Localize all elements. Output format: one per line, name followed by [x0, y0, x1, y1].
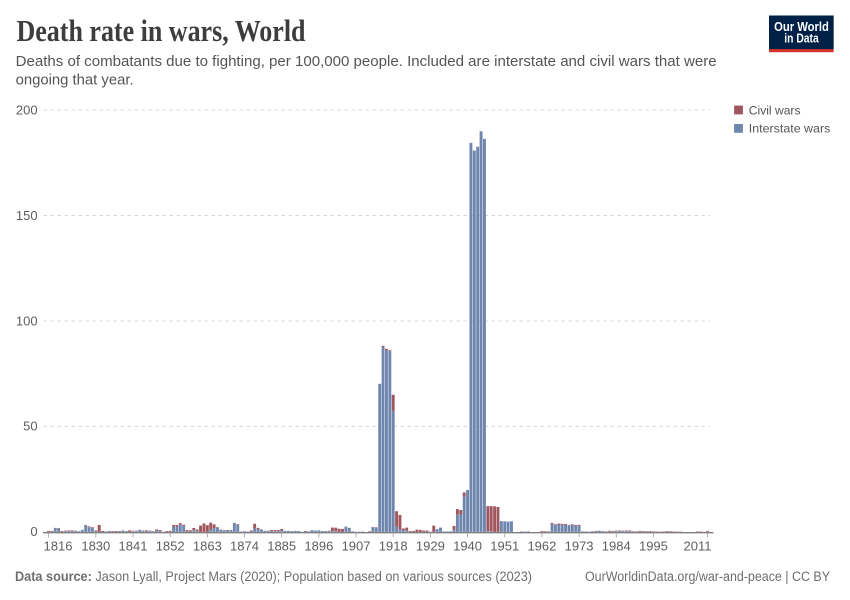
svg-text:1841: 1841 [119, 539, 148, 554]
svg-text:0: 0 [30, 524, 37, 539]
svg-text:200: 200 [16, 102, 38, 117]
svg-text:Interstate wars: Interstate wars [749, 122, 831, 136]
svg-text:OurWorldinData.org/war-and-pea: OurWorldinData.org/war-and-peace | CC BY [585, 569, 830, 584]
svg-text:ongoing that year.: ongoing that year. [16, 72, 134, 88]
svg-text:1816: 1816 [44, 539, 73, 554]
svg-text:1918: 1918 [379, 539, 408, 554]
svg-text:150: 150 [16, 208, 38, 223]
svg-text:2011: 2011 [684, 539, 712, 554]
svg-text:1951: 1951 [490, 539, 519, 554]
svg-text:1896: 1896 [304, 539, 333, 554]
svg-text:in Data: in Data [784, 31, 819, 46]
svg-text:1973: 1973 [565, 539, 594, 554]
svg-text:1885: 1885 [267, 539, 296, 554]
svg-text:1940: 1940 [453, 539, 482, 554]
svg-text:100: 100 [16, 313, 38, 328]
svg-text:1929: 1929 [416, 539, 445, 554]
svg-text:1995: 1995 [639, 539, 668, 554]
svg-text:1962: 1962 [527, 539, 556, 554]
svg-text:1852: 1852 [156, 539, 185, 554]
svg-text:1874: 1874 [230, 539, 259, 554]
svg-text:1830: 1830 [81, 539, 110, 554]
svg-text:Data source: Jason Lyall, Proj: Data source: Jason Lyall, Project Mars (… [15, 569, 532, 584]
svg-text:1984: 1984 [602, 539, 631, 554]
svg-text:1863: 1863 [193, 539, 222, 554]
svg-text:Deaths of combatants due to fi: Deaths of combatants due to fighting, pe… [16, 54, 717, 70]
svg-text:Our World: Our World [774, 19, 829, 34]
svg-text:Civil wars: Civil wars [749, 103, 801, 117]
svg-text:1907: 1907 [342, 539, 371, 554]
svg-text:50: 50 [23, 419, 37, 434]
svg-text:Death rate in wars, World: Death rate in wars, World [17, 14, 306, 48]
